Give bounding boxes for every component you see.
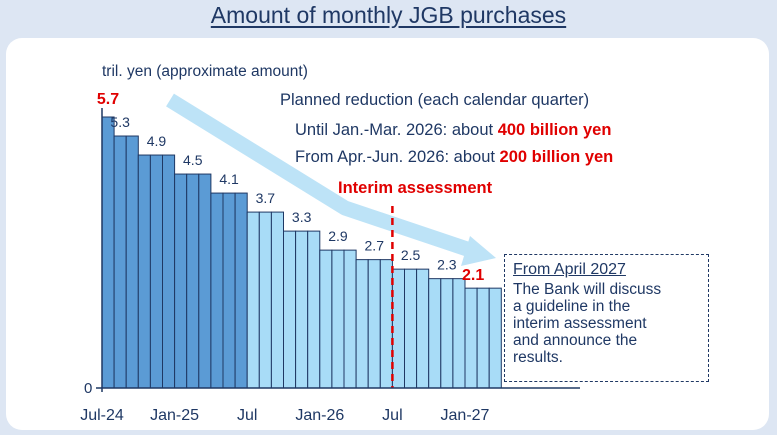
x-tick-0: Jul-24 [80,407,124,424]
data-label-0: 5.7 [97,91,119,108]
bar-Sep-25 [270,211,284,389]
bar-Jun-26 [379,259,393,389]
page-title: Amount of monthly JGB purchases [210,2,567,28]
bar-Jun-25 [234,192,248,389]
data-label-5: 3.7 [256,190,276,206]
bar-Apr-26 [355,259,369,389]
bar-Jul-24 [101,116,115,389]
bar-Oct-24 [137,154,151,389]
planned-reduction-title: Planned reduction (each calendar quarter… [280,91,589,109]
bar-Jul-26 [391,268,405,389]
x-tick-2: Jul [237,407,257,424]
data-label-10: 2.3 [437,257,457,273]
data-label-3: 4.5 [183,152,203,168]
bar-Dec-26 [452,278,466,389]
x-tick-3: Jan-26 [295,407,344,424]
reduction-line-1-amount: 400 billion yen [498,121,612,139]
data-label-8: 2.7 [365,238,385,254]
bars-group [101,116,502,389]
reduction-line-2: From Apr.-Jun. 2026: about 200 billion y… [295,148,613,166]
data-label-11: 2.1 [462,267,484,284]
bar-May-26 [367,259,381,389]
bar-Feb-26 [331,249,345,389]
reduction-line-2-prefix: From Apr.-Jun. 2026: about [295,148,500,166]
bar-Aug-25 [258,211,272,389]
x-tick-1: Jan-25 [150,407,199,424]
bar-Apr-25 [210,192,224,389]
bar-Jan-27 [464,287,478,389]
x-tick-4: Jul [382,407,402,424]
bar-Mar-26 [343,249,357,389]
trend-arrow-shaft [166,93,473,258]
bar-Jan-25 [174,173,188,389]
bar-Sep-26 [416,268,430,389]
interim-assessment-label: Interim assessment [338,179,493,197]
bar-Feb-27 [476,287,490,389]
data-label-1: 5.3 [110,114,130,130]
data-labels-group: 5.7 5.3 4.9 4.5 4.1 3.7 3.3 2.9 2.7 2.5 2.3 2.1 [97,91,484,284]
data-label-4: 4.1 [219,171,239,187]
bar-Nov-26 [440,278,454,389]
bar-Oct-26 [428,278,442,389]
bar-Nov-24 [149,154,163,389]
x-tick-5: Jan-27 [441,407,490,424]
bar-Dec-24 [162,154,176,389]
y-axis-label: tril. yen (approximate amount) [102,63,308,80]
note-line-1: The Bank will discuss [513,281,662,298]
note-line-3: interim assessment [513,315,647,332]
data-label-6: 3.3 [292,209,312,225]
trend-arrow-head [461,236,496,266]
x-tick-group: Jul-24 Jan-25 Jul Jan-26 Jul Jan-27 [80,407,489,424]
y-tick-0: 0 [84,380,92,397]
note-line-2: a guideline in the [513,298,631,315]
bar-Feb-25 [186,173,200,389]
bar-May-25 [222,192,236,389]
bar-Sep-24 [125,135,139,389]
note-line-4: and announce the [513,332,638,349]
note-line-5: results. [513,349,563,366]
bar-Jan-26 [319,249,333,389]
data-label-7: 2.9 [328,228,348,244]
data-label-9: 2.5 [401,247,421,263]
bar-Mar-27 [488,287,502,389]
guideline-note: From April 2027 The Bank will discuss a … [504,254,709,382]
reduction-line-1-prefix: Until Jan.-Mar. 2026: about [295,121,498,139]
reduction-line-1: Until Jan.-Mar. 2026: about 400 billion … [295,121,611,139]
bar-Oct-25 [283,230,297,389]
bar-Mar-25 [198,173,212,389]
note-heading: From April 2027 [513,261,626,278]
note-body: The Bank will discuss a guideline in the… [513,281,708,366]
data-label-2: 4.9 [147,133,167,149]
bar-Dec-25 [307,230,321,389]
bar-Aug-24 [113,135,127,389]
bar-Jul-25 [246,211,260,389]
reduction-line-2-amount: 200 billion yen [500,148,614,166]
bar-Aug-26 [404,268,418,389]
bar-Nov-25 [295,230,309,389]
